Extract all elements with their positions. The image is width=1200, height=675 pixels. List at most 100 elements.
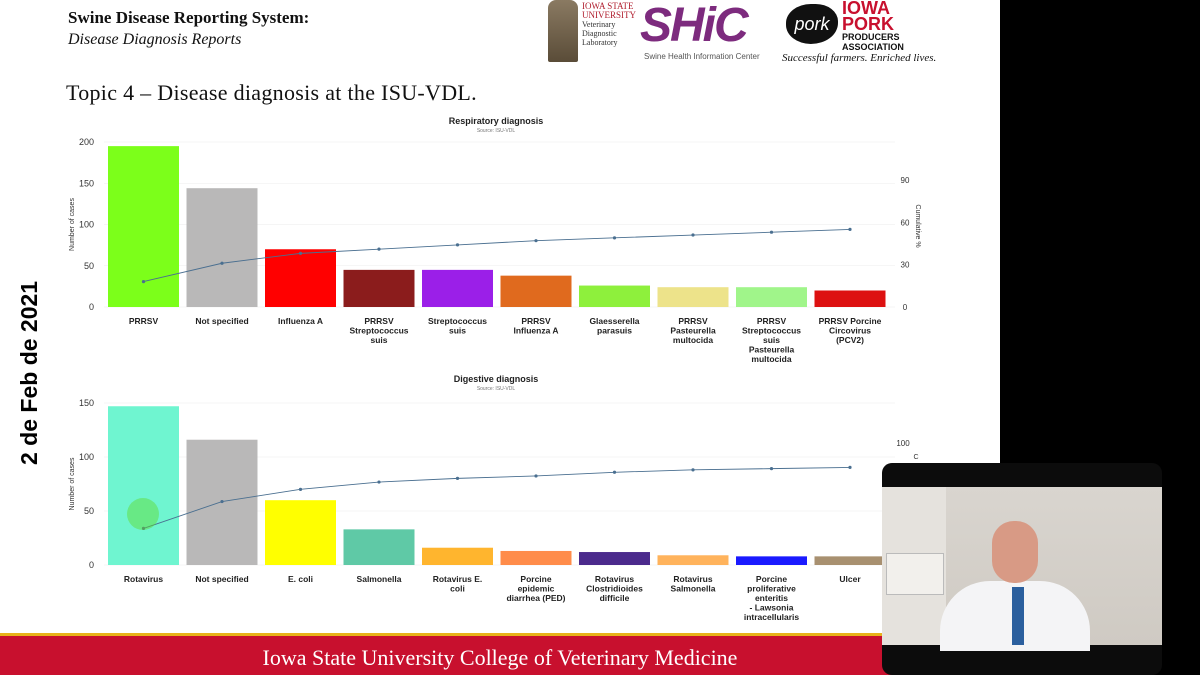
report-system-subtitle: Disease Diagnosis Reports — [68, 31, 242, 48]
y-tick-label: 150 — [79, 398, 94, 408]
date-overlay: 2 de Feb de 2021 — [16, 280, 42, 465]
cumulative-point — [769, 467, 774, 471]
bar-9 — [814, 556, 886, 565]
x-tick-label: intracellularis — [744, 612, 800, 622]
x-tick-label: Clostridioides — [586, 584, 643, 594]
y-tick-label: 100 — [79, 452, 94, 462]
cumulative-point — [377, 480, 381, 484]
webcam-video — [882, 463, 1162, 675]
cumulative-point — [612, 470, 617, 474]
shelf-icon — [886, 553, 944, 595]
x-tick-label: Rotavirus — [673, 574, 712, 584]
cumulative-point — [298, 251, 303, 255]
x-tick-label: diarrhea (PED) — [506, 593, 565, 603]
x-tick-label: PRRSV — [678, 316, 708, 326]
x-tick-label: Porcine — [520, 574, 551, 584]
chart-title-1: Digestive diagnosis — [454, 374, 539, 384]
x-tick-label: PRRSV — [364, 316, 394, 326]
bar-9 — [814, 290, 886, 307]
report-system-title: Swine Disease Reporting System: — [68, 8, 310, 27]
pointer-highlight-icon — [127, 498, 159, 530]
y-tick-label: 100 — [79, 220, 94, 230]
bar-7 — [657, 287, 729, 307]
cumulative-point — [220, 499, 224, 504]
y2-axis-label: C — [913, 454, 918, 461]
bar-7 — [657, 555, 729, 565]
topic-heading: Topic 4 – Disease diagnosis at the ISU-V… — [66, 80, 477, 105]
y-tick-label: 0 — [89, 560, 94, 570]
chart-subtitle-0: Source: ISU-VDL — [477, 128, 516, 134]
iowa-pork-producers-logo: pork IOWA PORK PRODUCERS ASSOCIATION Suc… — [782, 0, 937, 64]
x-tick-label: Pasteurella — [670, 326, 716, 336]
y-tick-label: 50 — [84, 506, 94, 516]
bar-2 — [265, 249, 336, 307]
x-tick-label: suis — [449, 326, 466, 336]
x-tick-label: Streptococcus — [428, 316, 487, 326]
x-tick-label: E. coli — [288, 574, 313, 584]
x-tick-label: epidemic — [518, 584, 555, 594]
y2-tick-label: 100 — [896, 439, 910, 448]
x-tick-label: Salmonella — [671, 584, 716, 594]
cumulative-point — [455, 243, 460, 247]
presenter-head — [992, 521, 1038, 583]
x-tick-label: Streptococcus — [349, 326, 408, 336]
bar-2 — [265, 500, 336, 565]
x-tick-label: multocida — [751, 354, 791, 364]
x-tick-label: suis — [370, 335, 387, 345]
statue-logo-icon — [548, 0, 578, 62]
cumulative-point — [848, 227, 852, 231]
y2-tick-label: 60 — [901, 218, 910, 227]
x-tick-label: Salmonella — [357, 574, 402, 584]
cumulative-point — [534, 474, 538, 478]
cumulative-point — [691, 468, 695, 472]
y-tick-label: 50 — [84, 261, 94, 271]
x-tick-label: proliferative — [747, 584, 796, 594]
x-tick-label: Not specified — [195, 316, 248, 326]
bar-8 — [736, 287, 807, 307]
isu-vdl-logo: IOWA STATE UNIVERSITY Veterinary Diagnos… — [582, 1, 636, 48]
y-axis-label: Number of cases — [69, 457, 76, 510]
x-tick-label: Circovirus — [829, 326, 871, 336]
shic-logo: SHiC Swine Health Information Center — [640, 0, 760, 61]
footer-banner: Iowa State University College of Veterin… — [0, 633, 1000, 675]
x-tick-label: Pasteurella — [749, 345, 795, 355]
x-tick-label: Influenza A — [513, 326, 558, 336]
cumulative-point — [612, 236, 617, 240]
bar-0 — [108, 406, 179, 565]
x-tick-label: PRRSV — [521, 316, 551, 326]
y2-axis-label: Cumulative % — [914, 204, 921, 247]
y-tick-label: 200 — [79, 137, 94, 147]
x-tick-label: PRRSV Porcine — [819, 316, 882, 326]
presenter-tie — [1012, 587, 1024, 645]
x-tick-label: Rotavirus — [595, 574, 634, 584]
chart-title-0: Respiratory diagnosis — [449, 116, 544, 126]
bar-3 — [343, 529, 415, 565]
x-tick-label: enteritis — [755, 593, 788, 603]
cumulative-line — [143, 228, 851, 283]
x-tick-label: - Lawsonia — [750, 603, 794, 613]
x-tick-label: PRRSV — [757, 316, 787, 326]
cumulative-point — [220, 261, 224, 265]
x-tick-label: Influenza A — [278, 316, 323, 326]
bar-8 — [736, 556, 807, 565]
cumulative-point — [298, 487, 303, 491]
x-tick-label: parasuis — [597, 326, 632, 336]
x-tick-label: difficile — [600, 593, 630, 603]
y2-tick-label: 0 — [903, 303, 908, 312]
x-tick-label: coli — [450, 584, 465, 594]
cumulative-point — [141, 526, 146, 531]
bar-4 — [422, 547, 493, 565]
x-tick-label: Not specified — [195, 574, 248, 584]
charts-canvas: Respiratory diagnosis Source: ISU-VDL 0 50 1… — [69, 116, 921, 622]
cumulative-point — [848, 465, 852, 469]
x-tick-label: Rotavirus — [124, 574, 163, 584]
bar-4 — [422, 269, 493, 307]
slide: Swine Disease Reporting System: Disease … — [0, 0, 1000, 675]
y-tick-label: 150 — [79, 178, 94, 188]
x-tick-label: Porcine — [756, 574, 787, 584]
x-tick-label: Glaesserella — [589, 316, 639, 326]
bar-3 — [343, 269, 415, 307]
cumulative-point — [691, 233, 695, 237]
bar-6 — [579, 552, 650, 565]
x-tick-label: (PCV2) — [836, 335, 864, 345]
